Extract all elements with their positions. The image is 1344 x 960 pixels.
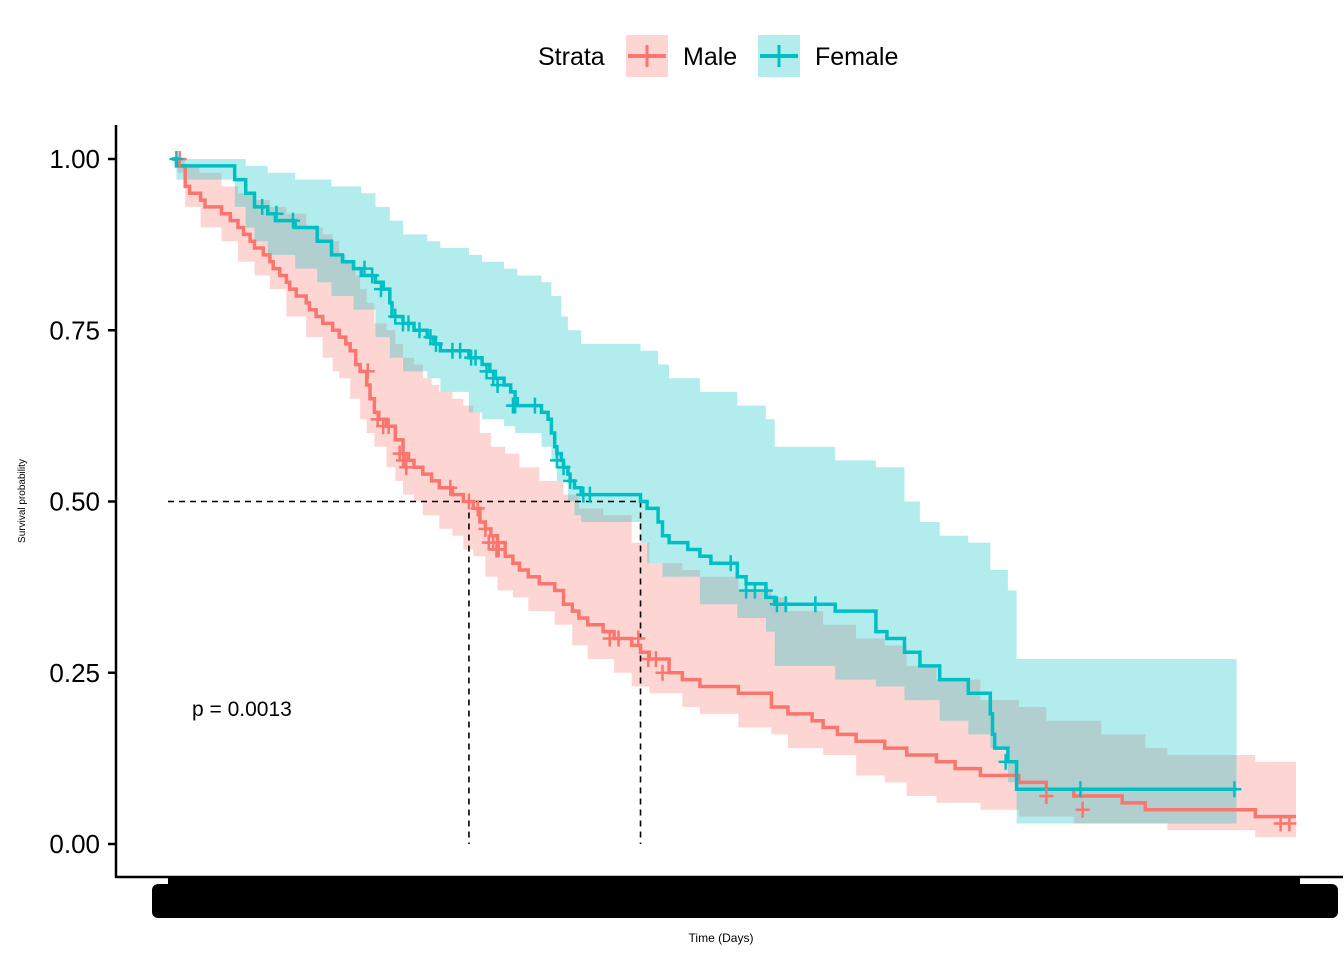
censor-mark-female bbox=[778, 596, 793, 613]
y-axis-ticks: 0.00 0.25 0.50 0.75 1.00 bbox=[49, 144, 116, 859]
x-tick-label-block bbox=[152, 884, 1338, 918]
p-value-annotation: p = 0.0013 bbox=[192, 698, 292, 721]
censor-mark-female bbox=[453, 342, 468, 359]
censor-mark-male bbox=[648, 651, 663, 668]
ci-band-female bbox=[172, 159, 1237, 824]
censor-mark-male bbox=[360, 363, 375, 380]
legend: Strata Male Female bbox=[538, 35, 898, 77]
censor-mark-female bbox=[428, 335, 443, 352]
x-axis-label: Time (Days) bbox=[689, 931, 754, 945]
censor-marks bbox=[169, 151, 1297, 832]
censor-mark-female bbox=[508, 397, 523, 414]
legend-label-male: Male bbox=[683, 43, 737, 71]
censor-mark-female bbox=[998, 753, 1013, 770]
censor-mark-male bbox=[461, 493, 476, 510]
survival-curve-female bbox=[172, 157, 1237, 791]
censor-mark-female bbox=[255, 198, 270, 215]
censor-mark-male bbox=[491, 541, 506, 558]
censor-mark-female bbox=[808, 596, 823, 613]
legend-title: Strata bbox=[538, 43, 605, 71]
censor-mark-female bbox=[169, 151, 184, 167]
censor-mark-female bbox=[556, 459, 571, 476]
x-axis-tick-labels bbox=[152, 876, 1338, 918]
y-tick-label: 0.00 bbox=[49, 829, 100, 859]
censor-mark-female bbox=[527, 397, 542, 414]
censor-mark-female bbox=[490, 377, 505, 394]
censor-mark-female bbox=[468, 349, 483, 366]
y-tick-label: 0.50 bbox=[49, 487, 100, 517]
censor-mark-female bbox=[285, 212, 300, 229]
censor-mark-male bbox=[381, 418, 396, 435]
censor-mark-male bbox=[443, 479, 458, 496]
censor-mark-female bbox=[563, 472, 578, 489]
x-tick-label-block bbox=[168, 876, 1300, 886]
legend-label-female: Female bbox=[815, 43, 898, 71]
y-tick-label: 1.00 bbox=[49, 144, 100, 174]
censor-mark-female bbox=[365, 267, 380, 284]
censor-mark-female bbox=[1073, 781, 1088, 798]
censor-mark-female bbox=[723, 555, 738, 572]
y-tick-label: 0.25 bbox=[49, 658, 100, 688]
censor-mark-male bbox=[1039, 788, 1054, 805]
censor-mark-female bbox=[1227, 781, 1242, 798]
censor-mark-male bbox=[655, 664, 670, 681]
censor-mark-female bbox=[582, 486, 597, 503]
censor-mark-male bbox=[399, 459, 414, 476]
censor-mark-female bbox=[373, 281, 388, 298]
y-axis-label: Survival probability bbox=[17, 459, 28, 543]
censor-mark-female bbox=[269, 205, 284, 222]
ci-band-male bbox=[172, 159, 1296, 838]
censor-mark-male bbox=[478, 520, 493, 537]
censor-mark-male bbox=[1282, 815, 1297, 832]
censor-mark-male bbox=[1075, 801, 1090, 818]
censor-mark-female bbox=[357, 260, 372, 277]
censor-mark-female bbox=[412, 322, 427, 339]
censor-mark-male bbox=[470, 500, 485, 517]
confidence-bands bbox=[172, 159, 1296, 838]
censor-mark-female bbox=[401, 315, 416, 332]
censor-mark-male bbox=[631, 630, 646, 647]
median-lines bbox=[168, 500, 642, 844]
censor-mark-female bbox=[388, 308, 403, 325]
censor-mark-female bbox=[479, 363, 494, 380]
censor-mark-female bbox=[758, 582, 773, 599]
censor-mark-male bbox=[611, 630, 626, 647]
y-tick-label: 0.75 bbox=[49, 315, 100, 345]
censor-mark-female bbox=[549, 452, 564, 469]
